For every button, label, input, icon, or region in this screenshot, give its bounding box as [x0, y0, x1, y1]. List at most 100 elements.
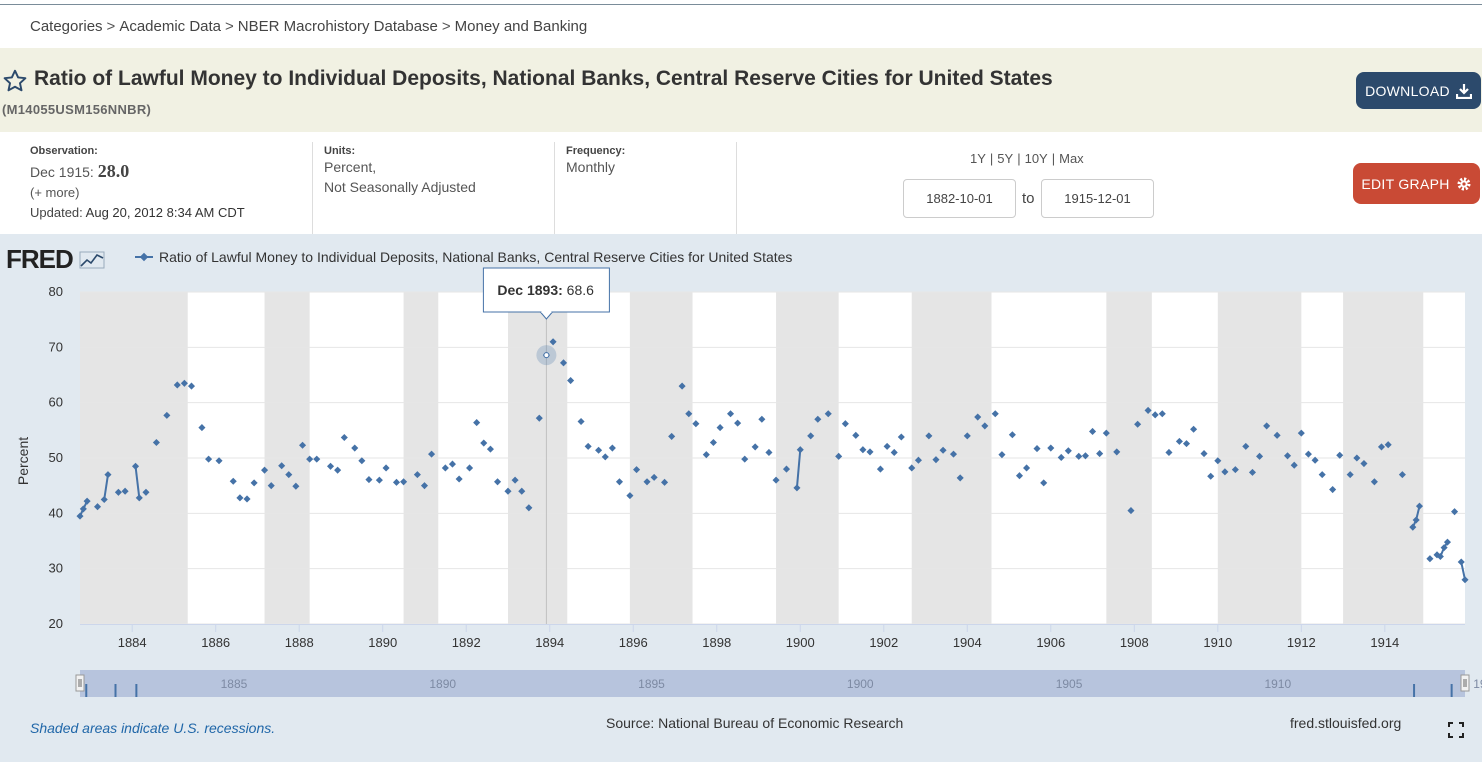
more-link[interactable]: (+ more) — [30, 185, 80, 200]
navigator-label: 1910 — [1264, 677, 1291, 691]
data-point — [876, 465, 884, 473]
y-axis-ticks: 20 30 40 50 60 70 80 — [49, 284, 63, 631]
end-date-input[interactable]: 1915-12-01 — [1041, 179, 1154, 218]
data-point — [243, 495, 251, 503]
data-point — [577, 417, 585, 426]
data-point — [135, 494, 143, 502]
breadcrumb-categories[interactable]: Categories — [30, 18, 103, 35]
x-tick-label: 1904 — [953, 635, 982, 650]
breadcrumb-money-banking[interactable]: Money and Banking — [454, 18, 588, 35]
data-point — [173, 381, 181, 389]
data-point — [142, 488, 150, 496]
x-tick-label: 1900 — [786, 635, 815, 650]
data-point — [998, 451, 1006, 459]
data-point — [400, 478, 408, 486]
breadcrumb-academic-data[interactable]: Academic Data — [119, 18, 222, 35]
data-point — [480, 439, 488, 447]
y-tick-label: 20 — [49, 616, 63, 631]
data-point — [215, 457, 223, 465]
data-point — [668, 432, 676, 440]
data-point — [866, 448, 874, 456]
data-point — [807, 432, 815, 440]
data-point — [549, 338, 557, 346]
breadcrumb-separator: > — [106, 18, 116, 35]
observation-line: Dec 1915: 28.0 — [30, 161, 312, 182]
data-point — [626, 492, 634, 500]
updated-label: Updated: — [30, 205, 83, 220]
x-tick-label: 1914 — [1370, 635, 1399, 650]
data-point — [79, 505, 87, 513]
data-point — [608, 444, 616, 452]
x-tick-label: 1894 — [535, 635, 564, 650]
hover-point — [543, 352, 550, 359]
download-label: DOWNLOAD — [1365, 82, 1450, 99]
start-date-input[interactable]: 1882-10-01 — [903, 179, 1016, 218]
range-1y[interactable]: 1Y — [970, 151, 986, 166]
data-point — [883, 442, 891, 450]
data-point — [925, 432, 933, 440]
data-point — [692, 420, 700, 428]
data-point — [94, 503, 102, 511]
data-point — [974, 413, 982, 421]
observation-date: Dec 1915: — [30, 164, 94, 180]
data-point — [205, 455, 213, 463]
data-point — [678, 382, 686, 390]
units-line1: Percent, — [324, 159, 377, 175]
download-icon — [1455, 83, 1472, 99]
frequency-value: Monthly — [566, 159, 616, 175]
data-point — [413, 471, 421, 479]
navigator-label: 1915 — [1473, 677, 1482, 691]
series-id: (M14055USM156NNBR) — [2, 102, 152, 117]
navigator-handle[interactable] — [75, 674, 85, 692]
range-navigator[interactable]: 1885 1890 1895 1900 1905 1910 1915 — [75, 670, 1482, 697]
column-divider — [736, 142, 737, 234]
data-point — [486, 445, 494, 453]
data-point — [285, 471, 293, 479]
download-button[interactable]: DOWNLOAD — [1356, 72, 1481, 109]
x-tick-label: 1884 — [118, 635, 147, 650]
data-point — [559, 359, 568, 367]
data-point — [163, 411, 171, 419]
data-point — [991, 410, 999, 418]
updated-line: Updated: Aug 20, 2012 8:34 AM CDT — [30, 205, 312, 220]
range-5y[interactable]: 5Y — [997, 151, 1014, 166]
data-point — [859, 446, 867, 454]
data-point — [852, 431, 860, 439]
page-title: Ratio of Lawful Money to Individual Depo… — [34, 67, 1053, 90]
x-tick-label: 1910 — [1203, 635, 1232, 650]
data-point — [772, 476, 780, 484]
navigator-label: 1885 — [221, 677, 248, 691]
data-point — [326, 462, 335, 470]
data-point — [734, 419, 742, 427]
recession-note: Shaded areas indicate U.S. recessions. — [30, 720, 276, 736]
data-point — [702, 451, 710, 459]
observation-value: 28.0 — [97, 161, 130, 181]
star-icon[interactable] — [2, 68, 28, 94]
legend-marker-icon — [135, 252, 153, 262]
data-point — [365, 476, 373, 484]
x-tick-label: 1906 — [1036, 635, 1065, 650]
edit-graph-button[interactable]: EDIT GRAPH — [1353, 163, 1480, 204]
series-segment — [795, 449, 802, 488]
navigator-handle[interactable] — [1460, 674, 1470, 692]
y-tick-label: 40 — [49, 505, 63, 520]
series-segment — [134, 466, 141, 498]
x-tick-label: 1912 — [1287, 635, 1316, 650]
tooltip-text: Dec 1893: 68.6 — [497, 282, 594, 298]
gear-icon — [1457, 177, 1471, 190]
data-point — [525, 504, 533, 512]
data-point — [392, 478, 401, 486]
range-max[interactable]: Max — [1059, 151, 1084, 166]
data-point — [643, 478, 651, 486]
tooltip-arrow — [540, 311, 553, 320]
chart-legend[interactable]: Ratio of Lawful Money to Individual Depo… — [135, 249, 792, 265]
fullscreen-icon[interactable] — [1448, 722, 1464, 738]
x-tick-label: 1892 — [452, 635, 481, 650]
x-tick-label: 1908 — [1120, 635, 1149, 650]
breadcrumb-nber[interactable]: NBER Macrohistory Database — [237, 18, 438, 35]
fred-url[interactable]: fred.stlouisfed.org — [1290, 715, 1402, 731]
range-10y[interactable]: 10Y — [1024, 151, 1048, 166]
data-point — [351, 444, 359, 452]
data-point — [963, 432, 971, 440]
